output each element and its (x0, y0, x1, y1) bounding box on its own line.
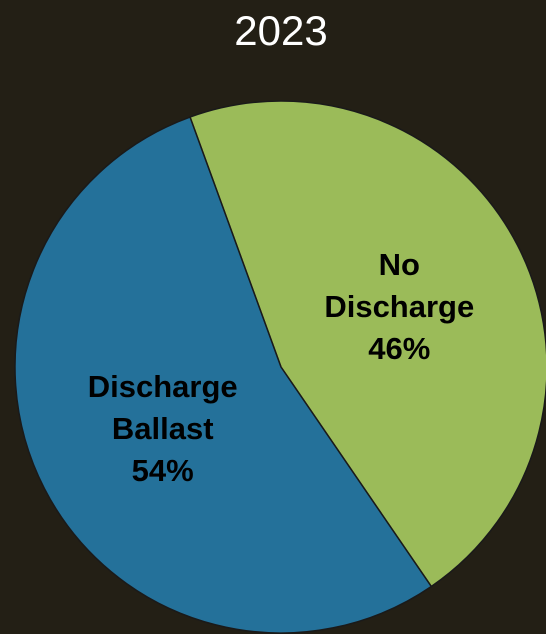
chart-title: 2023 (234, 7, 328, 54)
pie-slice-1 (14, 116, 433, 634)
slice-name-line: Discharge (324, 289, 474, 324)
pie-labels: No Discharge 46% Discharge Ballast 54% (88, 247, 474, 488)
pie-slice-0 (189, 100, 546, 588)
pie-slices (14, 100, 546, 634)
slice-name-line: Ballast (112, 411, 214, 446)
slice-percent-label: 54% (132, 453, 194, 488)
pie-slice-label-1: Discharge Ballast 54% (88, 369, 238, 488)
slice-percent-label: 46% (368, 331, 430, 366)
slice-name-line: Discharge (88, 369, 238, 404)
slice-name-line: No (379, 247, 420, 282)
pie-slice-label-0: No Discharge 46% (324, 247, 474, 366)
